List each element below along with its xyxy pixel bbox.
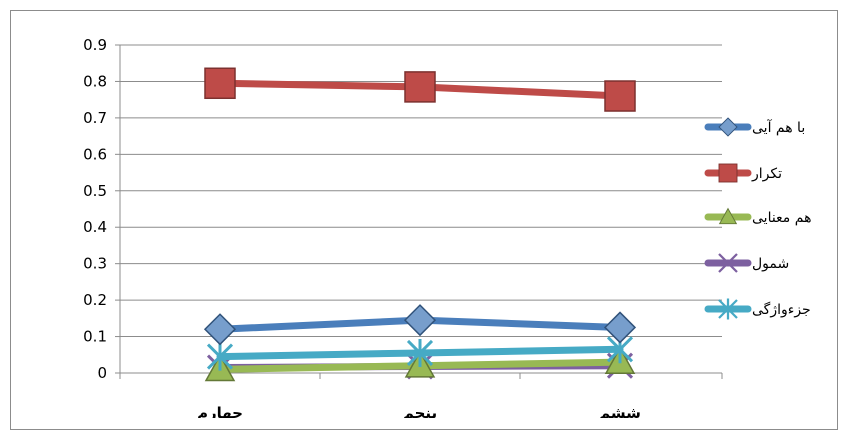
axes: 0 0.1 0.2 0.3 0.4 0.5 0.6 0.7 0.8 0.9 چهارم پنجم ششم — [83, 36, 723, 418]
y-tick-label: 0.5 — [83, 182, 107, 200]
y-tick-label: 0 — [97, 364, 107, 382]
series-lines — [203, 67, 637, 382]
y-tick-label: 0.4 — [83, 218, 107, 236]
data-point — [204, 67, 236, 100]
series-0 — [203, 304, 637, 346]
legend-marker — [718, 298, 738, 320]
x-tick-label: پنجم — [403, 404, 437, 418]
y-tick-label: 0.1 — [83, 328, 107, 346]
y-tick-label: 0.6 — [83, 145, 107, 163]
legend-entry-4: جزءواژگی — [704, 298, 811, 320]
x-tick-label: چهارم — [197, 404, 243, 418]
line-chart: 0 0.1 0.2 0.3 0.4 0.5 0.6 0.7 0.8 0.9 چهارم پنجم ششم… — [83, 36, 811, 418]
legend-marker — [718, 253, 738, 273]
series-1 — [204, 67, 636, 112]
series-4 — [206, 335, 634, 371]
legend-label: شمول — [752, 256, 789, 272]
data-point — [406, 338, 434, 367]
data-point — [404, 71, 436, 103]
data-point — [403, 304, 437, 337]
legend-label: تکرار — [751, 166, 782, 182]
legend-entry-0: با هم آیی — [704, 117, 805, 137]
y-tick-label: 0.3 — [83, 255, 107, 273]
legend-entry-3: شمول — [704, 253, 789, 273]
legend-label: با هم آیی — [752, 119, 805, 136]
data-point — [604, 80, 636, 112]
legend-marker — [718, 207, 738, 225]
data-point — [603, 311, 637, 344]
y-tick-label: 0.7 — [83, 109, 107, 127]
x-tick-label: ششم — [599, 404, 641, 418]
legend-marker — [718, 117, 738, 137]
data-point — [203, 313, 237, 346]
y-tick-label: 0.2 — [83, 291, 107, 309]
y-tick-label: 0.8 — [83, 72, 107, 90]
y-tick-label: 0.9 — [83, 36, 107, 54]
legend-label: هم معنایی — [752, 210, 811, 226]
legend-entry-1: تکرار — [704, 163, 782, 183]
legend: با هم آیی تکرار هم معنایی شمول جزءواژگی — [704, 117, 811, 320]
legend-label: جزءواژگی — [752, 301, 811, 318]
legend-entry-2: هم معنایی — [704, 207, 811, 226]
data-point — [206, 342, 234, 371]
legend-marker — [718, 163, 738, 183]
